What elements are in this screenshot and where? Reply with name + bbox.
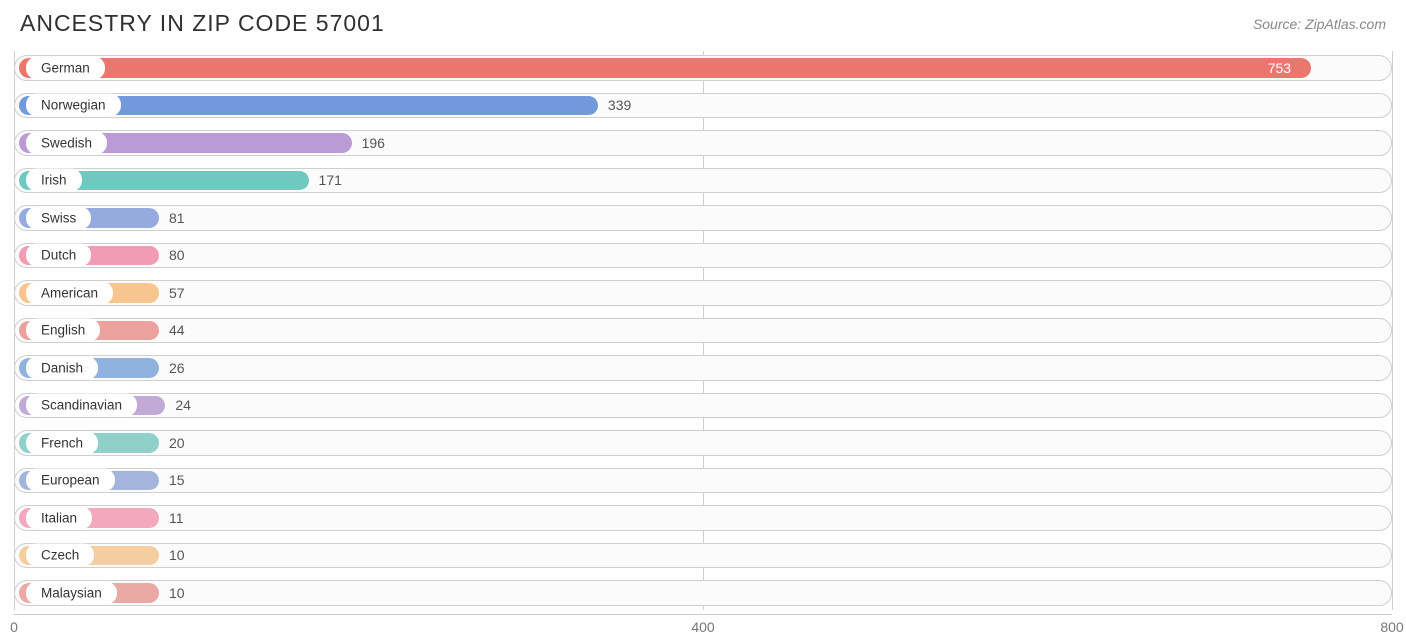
value-label: 196 bbox=[362, 135, 385, 151]
bar-row: Swiss 81 bbox=[14, 201, 1392, 235]
category-label: Dutch bbox=[26, 244, 91, 267]
category-label: Swedish bbox=[26, 131, 107, 154]
x-tick-label: 0 bbox=[10, 619, 18, 635]
value-label: 81 bbox=[169, 210, 185, 226]
bar-row: Swedish 196 bbox=[14, 126, 1392, 160]
value-label: 15 bbox=[169, 472, 185, 488]
chart-source: Source: ZipAtlas.com bbox=[1253, 16, 1386, 32]
value-label: 80 bbox=[169, 247, 185, 263]
bar-row: German 753 bbox=[14, 51, 1392, 85]
category-label: Italian bbox=[26, 506, 92, 529]
bar-row: Scandinavian 24 bbox=[14, 389, 1392, 423]
bar-row: Czech 10 bbox=[14, 539, 1392, 573]
bar-row: French 20 bbox=[14, 426, 1392, 460]
bar-lane bbox=[14, 393, 1392, 419]
category-label: European bbox=[26, 469, 115, 492]
bar-row: Danish 26 bbox=[14, 351, 1392, 385]
category-label: Malaysian bbox=[26, 581, 117, 604]
bar-lane bbox=[14, 543, 1392, 569]
bar-lane bbox=[14, 205, 1392, 231]
plot: German 753 Norwegian 339 Swedish 196 Irish 171 S… bbox=[14, 51, 1392, 610]
bar-lane bbox=[14, 355, 1392, 381]
value-label: 11 bbox=[169, 510, 184, 526]
category-label: Norwegian bbox=[26, 94, 121, 117]
value-label: 10 bbox=[169, 547, 185, 563]
category-label: Czech bbox=[26, 544, 94, 567]
bar-lane bbox=[14, 468, 1392, 494]
value-label: 171 bbox=[319, 172, 342, 188]
category-label: French bbox=[26, 431, 98, 454]
value-label: 339 bbox=[608, 97, 631, 113]
bar-row: Irish 171 bbox=[14, 164, 1392, 198]
x-tick-label: 400 bbox=[691, 619, 714, 635]
bar-lane bbox=[14, 280, 1392, 306]
bar-lane bbox=[14, 580, 1392, 606]
bar-row: American 57 bbox=[14, 276, 1392, 310]
category-label: Danish bbox=[26, 356, 98, 379]
gridline bbox=[1392, 51, 1393, 610]
chart-container: ANCESTRY IN ZIP CODE 57001 Source: ZipAt… bbox=[0, 0, 1406, 642]
category-label: English bbox=[26, 319, 100, 342]
chart-area: German 753 Norwegian 339 Swedish 196 Irish 171 S… bbox=[0, 51, 1406, 610]
chart-title: ANCESTRY IN ZIP CODE 57001 bbox=[20, 10, 385, 37]
bar-lane bbox=[14, 430, 1392, 456]
value-label: 753 bbox=[1268, 60, 1291, 76]
bar-lane bbox=[14, 318, 1392, 344]
category-label: American bbox=[26, 281, 113, 304]
bar-row: European 15 bbox=[14, 464, 1392, 498]
category-label: Scandinavian bbox=[26, 394, 137, 417]
value-label: 44 bbox=[169, 322, 185, 338]
category-label: Swiss bbox=[26, 206, 91, 229]
bar-lane bbox=[14, 243, 1392, 269]
bar-row: Norwegian 339 bbox=[14, 89, 1392, 123]
value-label: 57 bbox=[169, 285, 185, 301]
bar-row: Malaysian 10 bbox=[14, 576, 1392, 610]
category-label: German bbox=[26, 56, 105, 79]
bar-row: English 44 bbox=[14, 314, 1392, 348]
x-axis: 0400800 bbox=[14, 614, 1392, 642]
bar bbox=[19, 58, 1311, 78]
value-label: 10 bbox=[169, 585, 185, 601]
value-label: 24 bbox=[175, 397, 191, 413]
value-label: 20 bbox=[169, 435, 185, 451]
bar-row: Italian 11 bbox=[14, 501, 1392, 535]
bar-row: Dutch 80 bbox=[14, 239, 1392, 273]
category-label: Irish bbox=[26, 169, 82, 192]
value-label: 26 bbox=[169, 360, 185, 376]
bar-lane bbox=[14, 505, 1392, 531]
header: ANCESTRY IN ZIP CODE 57001 Source: ZipAt… bbox=[0, 0, 1406, 51]
x-tick-label: 800 bbox=[1380, 619, 1403, 635]
